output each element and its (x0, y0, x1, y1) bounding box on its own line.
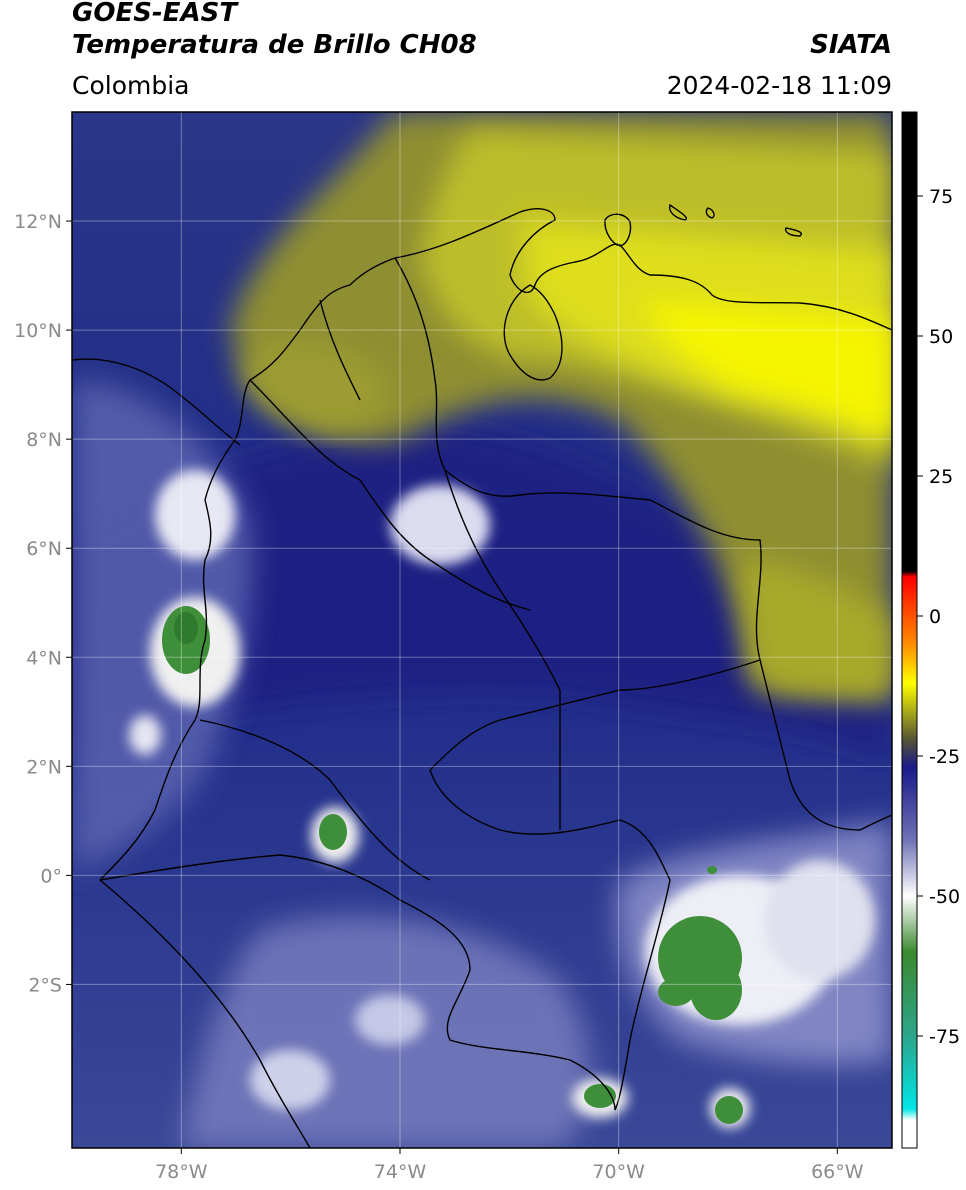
lat-tick-label: 2°N (26, 756, 62, 778)
satellite-title: GOES-EAST (72, 0, 238, 28)
colorbar: 75 50 25 0 -25 -50 -75 (901, 111, 960, 1149)
boundaries (72, 203, 892, 1148)
lat-tick-label: 6°N (26, 538, 62, 560)
satellite-field (72, 112, 892, 1148)
lon-tick-label: 74°W (374, 1161, 427, 1183)
colorbar-tick-label: 0 (929, 606, 941, 628)
lat-tick-label: 2°S (28, 974, 62, 996)
map-grid (72, 112, 892, 1148)
map-frame (71, 111, 893, 1149)
lon-tick-label: 70°W (592, 1161, 645, 1183)
lat-tick-label: 12°N (14, 211, 62, 233)
product-title: Temperatura de Brillo CH08 (72, 30, 477, 60)
colorbar-scale (901, 111, 918, 1149)
colorbar-tick-label: 75 (929, 186, 953, 208)
latitude-labels: 12°N 10°N 8°N 6°N 4°N 2°N 0° 2°S (14, 211, 72, 996)
colorbar-ticks: 75 50 25 0 -25 -50 -75 (917, 186, 960, 1048)
datetime-label: 2024-02-18 11:09 (666, 71, 892, 100)
lat-tick-label: 0° (40, 865, 62, 887)
colorbar-tick-label: -25 (929, 746, 960, 768)
lon-tick-label: 78°W (155, 1161, 208, 1183)
colorbar-tick-label: 50 (929, 326, 953, 348)
colorbar-tick-label: -75 (929, 1026, 960, 1048)
lon-tick-label: 66°W (811, 1161, 864, 1183)
lat-tick-label: 8°N (26, 429, 62, 451)
lat-tick-label: 4°N (26, 647, 62, 669)
lat-tick-label: 10°N (14, 320, 62, 342)
colorbar-tick-label: 25 (929, 466, 953, 488)
colorbar-tick-label: -50 (929, 886, 960, 908)
region-label: Colombia (72, 71, 190, 100)
longitude-labels: 78°W 74°W 70°W 66°W (155, 1148, 864, 1183)
agency-label: SIATA (810, 30, 892, 60)
